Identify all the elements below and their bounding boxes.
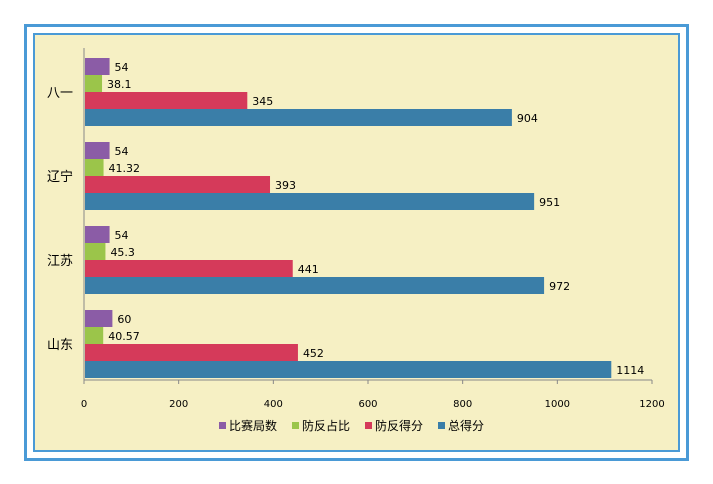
x-tick-label: 200 <box>169 399 188 410</box>
legend-swatch <box>365 422 372 429</box>
bar <box>85 243 106 260</box>
bar <box>85 75 103 92</box>
bar <box>85 176 271 193</box>
bar <box>85 58 110 75</box>
legend-label: 比赛局数 <box>229 418 277 433</box>
data-label: 1114 <box>616 364 644 377</box>
data-label: 60 <box>117 313 131 326</box>
category-label: 江苏 <box>47 253 73 269</box>
bar <box>85 159 104 176</box>
x-tick-label: 600 <box>358 399 377 410</box>
data-label: 54 <box>115 61 129 74</box>
x-tick-label: 800 <box>453 399 472 410</box>
bar <box>85 344 298 361</box>
data-label: 452 <box>303 347 324 360</box>
legend-label: 总得分 <box>448 418 484 433</box>
legend-label: 防反占比 <box>302 418 350 433</box>
bar <box>85 327 104 344</box>
data-label: 40.57 <box>108 330 139 343</box>
data-label: 441 <box>298 263 319 276</box>
data-label: 38.1 <box>107 78 132 91</box>
x-tick-label: 0 <box>81 399 87 410</box>
bar <box>85 310 113 327</box>
x-tick-label: 400 <box>264 399 283 410</box>
data-label: 951 <box>539 196 560 209</box>
data-label: 904 <box>517 112 538 125</box>
category-label: 八一 <box>47 86 73 101</box>
bar <box>85 92 248 109</box>
legend-label: 防反得分 <box>375 418 423 433</box>
category-label: 辽宁 <box>47 169 73 185</box>
category-label: 山东 <box>47 338 73 353</box>
legend-swatch <box>292 422 299 429</box>
x-tick-label: 1200 <box>639 399 664 410</box>
data-label: 54 <box>115 145 129 158</box>
bar <box>85 109 512 126</box>
legend-swatch <box>219 422 226 429</box>
bar <box>85 361 612 378</box>
data-label: 972 <box>549 280 570 293</box>
data-label: 54 <box>115 229 129 242</box>
bar <box>85 193 535 210</box>
legend-swatch <box>438 422 445 429</box>
x-tick-label: 1000 <box>545 399 570 410</box>
bar <box>85 226 110 243</box>
bar <box>85 277 545 294</box>
bar <box>85 142 110 159</box>
data-label: 345 <box>252 95 273 108</box>
data-label: 41.32 <box>109 162 141 175</box>
bar <box>85 260 293 277</box>
data-label: 393 <box>275 179 296 192</box>
data-label: 45.3 <box>110 246 135 259</box>
